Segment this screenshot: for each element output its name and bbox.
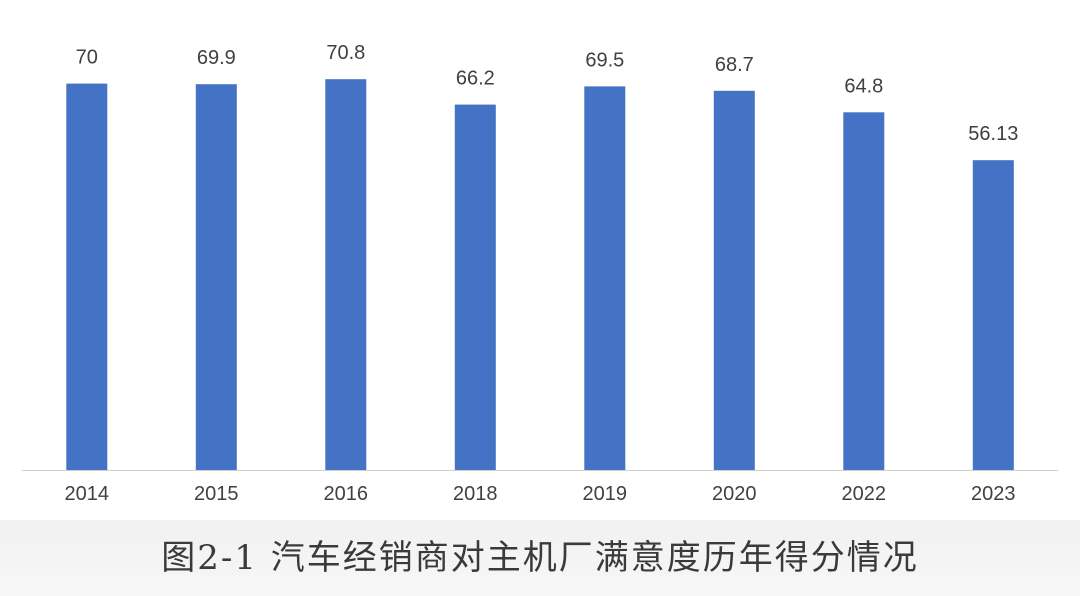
caption-band: 图2-1 汽车经销商对主机厂满意度历年得分情况 [0, 520, 1080, 596]
data-label-2014: 70 [76, 47, 98, 69]
bar-2020 [713, 90, 755, 471]
bar-2022 [843, 112, 885, 471]
figure-caption: 图2-1 汽车经销商对主机厂满意度历年得分情况 [161, 538, 919, 578]
data-label-2016: 70.8 [326, 42, 365, 64]
bar-chart: 70 2014 69.9 2015 70.8 2016 66.2 2018 69.5 2019 68… [22, 42, 1058, 505]
x-tick-label-2019: 2019 [583, 483, 628, 505]
x-tick-label-2018: 2018 [453, 483, 498, 505]
bar-2023 [972, 160, 1014, 470]
bar-2014 [66, 83, 108, 470]
bar-2018 [454, 104, 496, 470]
data-label-2023: 56.13 [968, 123, 1018, 145]
bar-2015 [195, 84, 237, 470]
x-tick-label-2015: 2015 [194, 483, 239, 505]
data-label-2020: 68.7 [715, 54, 754, 76]
data-label-2022: 64.8 [844, 75, 883, 97]
x-tick-label-2014: 2014 [65, 483, 110, 505]
x-tick-label-2016: 2016 [324, 483, 369, 505]
data-label-2018: 66.2 [456, 68, 495, 90]
x-tick-label-2020: 2020 [712, 483, 757, 505]
bar-2019 [584, 86, 626, 471]
chart-area: 70 2014 69.9 2015 70.8 2016 66.2 2018 69.5 2019 68… [22, 42, 1058, 505]
data-label-2019: 69.5 [585, 49, 624, 71]
x-tick-label-2022: 2022 [842, 483, 887, 505]
x-tick-label-2023: 2023 [971, 483, 1016, 505]
bar-2016 [325, 79, 367, 470]
data-label-2015: 69.9 [197, 47, 236, 69]
